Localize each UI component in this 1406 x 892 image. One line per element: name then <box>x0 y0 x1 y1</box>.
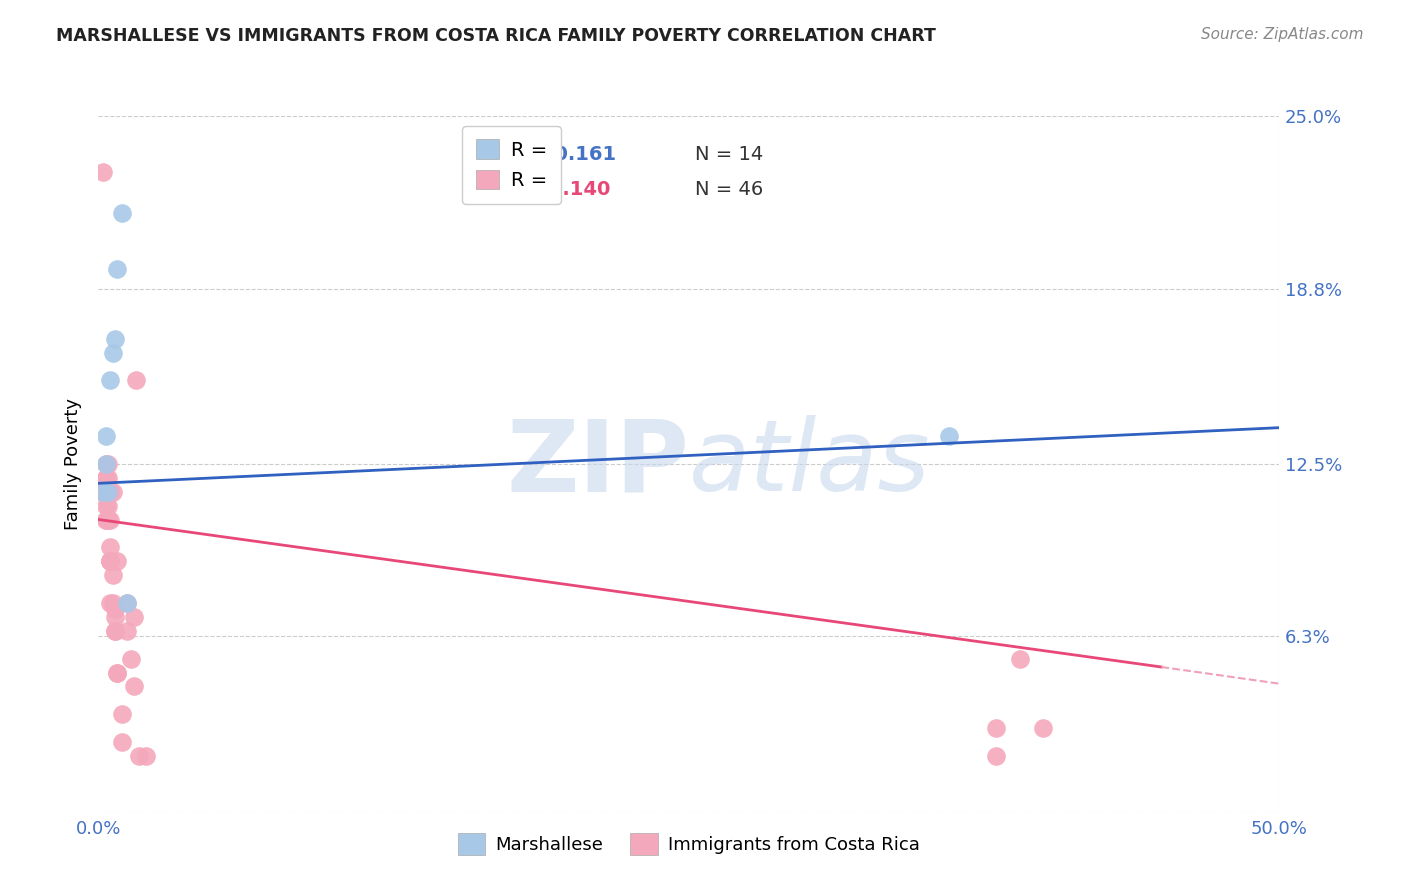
Point <box>97 512 120 526</box>
Point <box>984 721 1007 735</box>
Point <box>94 471 117 485</box>
Text: atlas: atlas <box>689 416 931 512</box>
Point <box>91 484 114 499</box>
Point <box>94 512 117 526</box>
Text: -0.140: -0.140 <box>541 179 610 199</box>
Point <box>104 610 127 624</box>
Point <box>111 707 134 722</box>
Point <box>94 512 117 526</box>
Point <box>938 429 960 443</box>
Point <box>128 749 150 764</box>
Text: Source: ZipAtlas.com: Source: ZipAtlas.com <box>1201 27 1364 42</box>
Point <box>91 164 114 178</box>
Point <box>105 665 128 680</box>
Point <box>104 601 127 615</box>
Point <box>98 541 121 555</box>
Point <box>104 624 127 638</box>
Point <box>94 499 117 513</box>
Point <box>101 345 124 359</box>
Point <box>97 457 120 471</box>
Point <box>97 484 120 499</box>
Text: N = 46: N = 46 <box>695 179 763 199</box>
Point <box>98 373 121 387</box>
Point <box>98 554 121 568</box>
Point <box>98 512 121 526</box>
Point <box>98 554 121 568</box>
Text: 0.161: 0.161 <box>541 145 616 164</box>
Y-axis label: Family Poverty: Family Poverty <box>65 398 83 530</box>
Point <box>105 554 128 568</box>
Point <box>98 596 121 610</box>
Point <box>122 680 145 694</box>
Point <box>104 624 127 638</box>
Point <box>125 373 148 387</box>
Text: MARSHALLESE VS IMMIGRANTS FROM COSTA RICA FAMILY POVERTY CORRELATION CHART: MARSHALLESE VS IMMIGRANTS FROM COSTA RIC… <box>56 27 936 45</box>
Point <box>94 457 117 471</box>
Point <box>97 484 120 499</box>
Text: ZIP: ZIP <box>506 416 689 512</box>
Point <box>115 596 138 610</box>
Point <box>115 596 138 610</box>
Point <box>135 749 157 764</box>
Point <box>91 484 114 499</box>
Point <box>97 471 120 485</box>
Point <box>104 332 127 346</box>
Point <box>97 484 120 499</box>
Point <box>91 484 114 499</box>
Point <box>122 610 145 624</box>
Point <box>98 554 121 568</box>
Point <box>121 651 143 665</box>
Point <box>1032 721 1054 735</box>
Text: N = 14: N = 14 <box>695 145 763 164</box>
Point <box>94 457 117 471</box>
Point <box>101 596 124 610</box>
Point <box>97 499 120 513</box>
Point <box>101 484 124 499</box>
Point <box>1008 651 1031 665</box>
Point <box>94 429 117 443</box>
Point <box>111 206 134 220</box>
Point <box>105 262 128 277</box>
Point <box>984 749 1007 764</box>
Point <box>115 624 138 638</box>
Point <box>105 665 128 680</box>
Point <box>111 735 134 749</box>
Point <box>94 471 117 485</box>
Point <box>101 568 124 582</box>
Point <box>98 484 121 499</box>
Legend: Marshallese, Immigrants from Costa Rica: Marshallese, Immigrants from Costa Rica <box>450 825 928 862</box>
